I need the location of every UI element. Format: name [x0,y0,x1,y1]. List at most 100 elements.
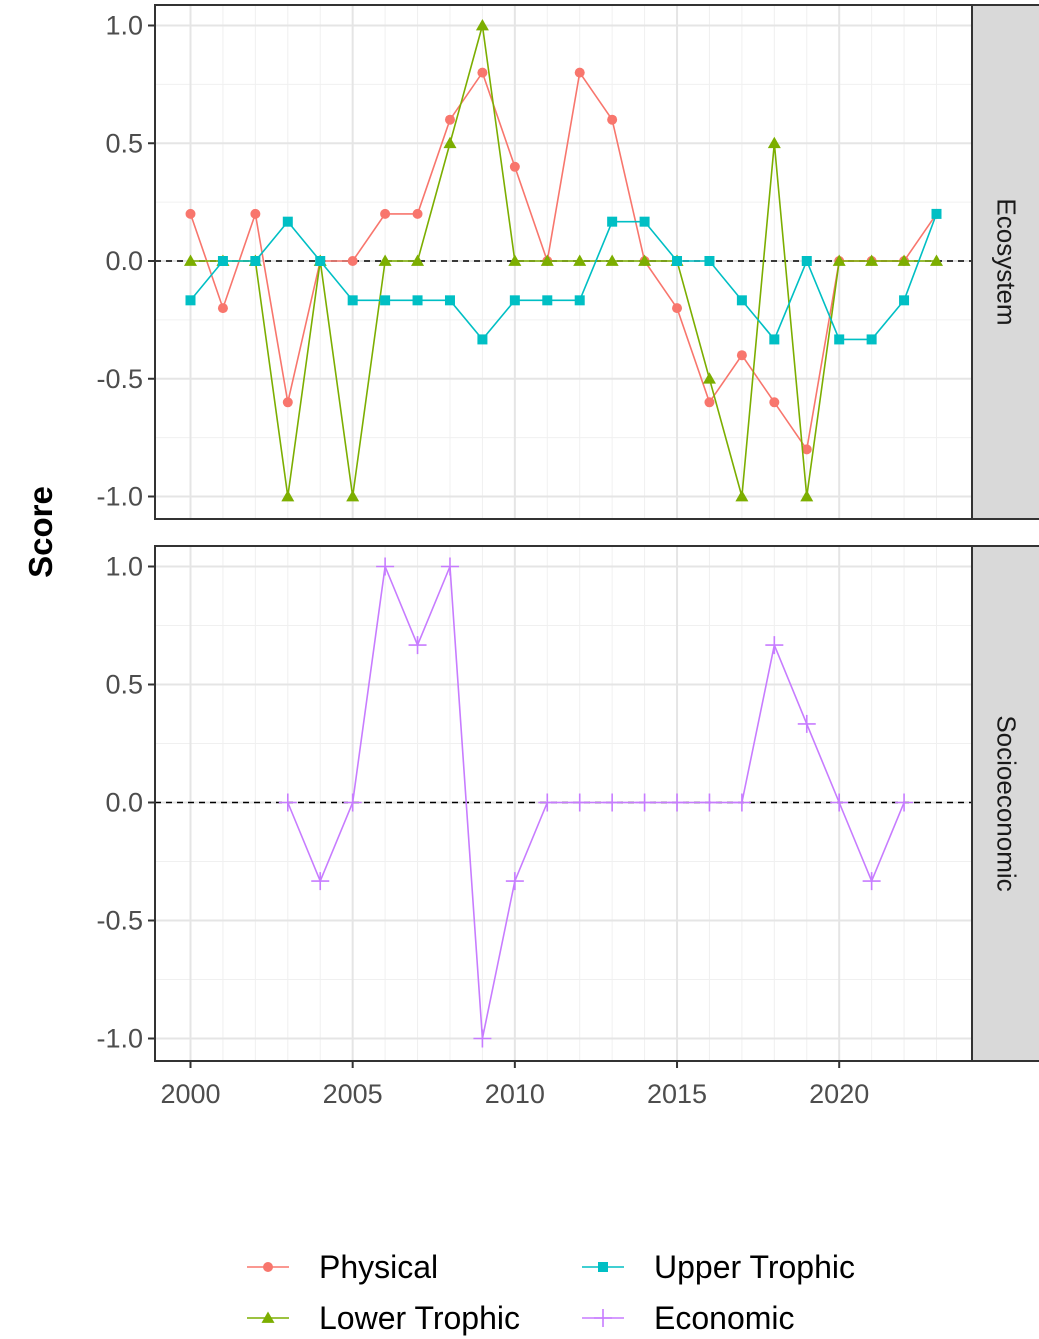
x-tick-label: 2000 [160,1079,220,1109]
data-point-physical [509,161,520,172]
data-point-economic [895,793,914,812]
series-line-lower-trophic [190,25,937,497]
y-tick-label: -0.5 [96,906,143,936]
data-point-economic [765,636,784,655]
legend-item-physical: Physical [247,1249,438,1285]
y-tick-label: 0.5 [105,128,143,158]
data-point-upper-trophic [217,256,228,266]
data-point-physical [347,256,358,266]
data-point-upper-trophic [801,256,812,266]
series-line-physical [189,70,938,452]
x-tick-label: 2010 [485,1079,545,1109]
legend-key-marker [598,1262,608,1272]
data-point-economic [440,557,459,576]
y-tick-label: -1.0 [96,482,143,512]
data-point-economic [376,557,395,576]
data-point-economic [862,872,881,891]
data-point-upper-trophic [282,216,293,227]
data-point-upper-trophic [574,295,585,306]
data-point-lower-trophic [281,490,295,502]
legend-label: Economic [654,1300,795,1336]
data-point-lower-trophic [865,254,879,266]
data-point-lower-trophic [638,254,652,266]
data-point-lower-trophic [184,254,197,266]
x-axis: 2000 2005 2010 2015 2020 [160,1061,869,1109]
legend-label: Physical [319,1249,438,1285]
panel-socioeconomic: Socioeconomic 1.0 0.5 0.0 -0.5 -1.0 [96,545,1039,1062]
strip-label-ecosystem: Ecosystem [992,198,1022,325]
data-point-lower-trophic [832,254,846,266]
data-point-upper-trophic [542,295,553,306]
series-line-economic [287,563,905,1039]
data-point-physical [250,208,261,219]
y-tick-label: -0.5 [96,364,143,394]
data-point-lower-trophic [540,254,554,266]
data-point-economic [278,793,297,812]
data-point-lower-trophic [346,490,360,502]
strip-background [971,4,1039,520]
legend-label: Lower Trophic [319,1300,520,1336]
data-point-upper-trophic [769,334,780,345]
series-upper-trophic [185,208,942,345]
y-tick-label: 1.0 [105,11,143,41]
data-point-lower-trophic [605,254,619,266]
legend: Physical Lower Trophic Upper Trophic Econom… [247,1249,855,1336]
data-point-economic [603,793,622,812]
strip-background [971,545,1039,1062]
data-point-lower-trophic [411,254,425,266]
data-point-physical [607,114,618,125]
legend-item-lower-trophic: Lower Trophic [247,1300,520,1336]
data-point-physical [704,397,715,408]
data-point-lower-trophic [508,254,522,266]
y-tick-label: 0.5 [105,670,143,700]
legend-key-marker [261,1311,275,1323]
data-point-upper-trophic [639,216,650,227]
data-point-physical [217,303,228,314]
data-point-upper-trophic [444,295,455,306]
data-point-upper-trophic [704,256,715,266]
data-point-lower-trophic [767,136,781,149]
data-point-economic [408,636,427,655]
data-point-upper-trophic [380,295,391,306]
data-point-economic [700,793,719,812]
y-tick-label: 0.0 [105,246,143,276]
data-point-lower-trophic [800,490,814,502]
legend-item-upper-trophic: Upper Trophic [582,1249,855,1285]
data-point-lower-trophic [475,19,489,31]
data-point-physical [477,67,488,78]
data-point-economic [732,793,751,812]
x-tick-label: 2020 [809,1079,869,1109]
data-point-lower-trophic [897,254,911,266]
data-point-physical [769,397,780,408]
data-point-upper-trophic [315,256,326,266]
x-tick-label: 2015 [647,1079,707,1109]
data-point-physical [672,303,683,314]
data-point-upper-trophic [347,295,358,306]
data-point-economic [570,793,589,812]
data-point-physical [444,114,455,125]
data-point-lower-trophic [573,254,587,266]
data-point-economic [668,793,687,812]
data-point-physical [801,444,812,455]
data-point-economic [538,793,557,812]
legend-key-marker [594,1309,612,1327]
data-point-lower-trophic [702,372,716,384]
data-point-upper-trophic [412,295,423,306]
series-line-upper-trophic [189,213,938,341]
data-point-economic [797,714,816,733]
panel-ecosystem: Ecosystem 1.0 0.5 0.0 -0.5 -1.0 [96,4,1039,520]
data-point-upper-trophic [250,256,261,266]
data-point-upper-trophic [477,334,488,345]
x-tick-label: 2005 [323,1079,383,1109]
data-point-economic [505,872,524,891]
data-point-upper-trophic [866,334,877,345]
data-point-economic [473,1029,492,1048]
data-point-upper-trophic [736,295,747,306]
data-point-lower-trophic [378,254,392,266]
data-point-physical [574,67,585,78]
legend-key-marker [263,1262,273,1272]
strip-label-socioeconomic: Socioeconomic [992,715,1022,891]
data-point-upper-trophic [672,256,683,266]
data-point-economic [635,793,654,812]
